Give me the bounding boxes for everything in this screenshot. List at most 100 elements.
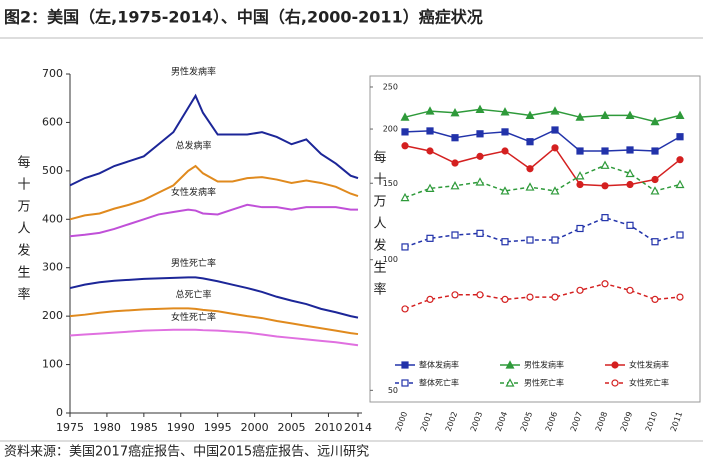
x-tick-label: 1980 <box>93 421 121 434</box>
series-line <box>404 164 681 199</box>
series-line <box>69 328 359 347</box>
y-tick-label: 250 <box>383 82 398 91</box>
marker <box>676 156 684 164</box>
series-line <box>404 283 681 310</box>
marker <box>476 291 484 299</box>
x-tick-label: 2004 <box>494 410 509 432</box>
marker <box>576 286 584 294</box>
marker <box>426 295 434 304</box>
marker <box>475 104 485 113</box>
marker <box>451 231 459 239</box>
marker <box>401 142 409 150</box>
marker <box>401 128 409 136</box>
y-tick-label: 500 <box>42 164 63 177</box>
legend-label: 整体死亡率 <box>419 378 459 388</box>
marker <box>676 231 684 239</box>
marker <box>551 144 559 152</box>
marker <box>451 159 459 167</box>
marker <box>451 134 459 142</box>
series-label: 总死亡率 <box>176 288 212 300</box>
marker <box>601 147 609 155</box>
marker <box>476 229 484 237</box>
marker <box>676 293 684 301</box>
marker <box>651 175 659 184</box>
marker <box>651 238 659 246</box>
x-tick-label: 2000 <box>394 410 409 432</box>
y-tick-label: 200 <box>42 309 63 322</box>
marker <box>576 147 584 155</box>
x-tick-label: 2011 <box>669 410 684 432</box>
legend-label: 女性发病率 <box>629 360 669 370</box>
marker <box>601 214 609 222</box>
marker <box>475 177 485 186</box>
x-tick-label: 2000 <box>241 421 269 434</box>
marker <box>626 286 634 294</box>
y-tick-label: 700 <box>42 67 63 80</box>
x-tick-label: 2014 <box>344 421 372 434</box>
y-tick-label: 100 <box>42 358 63 371</box>
series-label: 女性死亡率 <box>171 311 216 323</box>
legend-marker <box>611 361 619 369</box>
marker <box>675 179 685 189</box>
marker <box>550 106 560 115</box>
marker <box>625 168 635 178</box>
marker <box>625 110 635 120</box>
marker <box>400 192 410 202</box>
marker <box>550 186 560 195</box>
marker <box>401 305 409 313</box>
legend-marker <box>401 361 409 369</box>
marker <box>601 182 609 190</box>
marker <box>501 238 509 246</box>
legend-marker <box>505 360 515 369</box>
marker <box>676 133 684 141</box>
x-tick-label: 2005 <box>519 410 534 432</box>
marker <box>600 110 610 120</box>
marker <box>526 293 534 301</box>
right-frame <box>369 75 701 403</box>
series-line <box>69 164 359 221</box>
marker <box>576 180 584 189</box>
x-tick-label: 2001 <box>419 410 434 432</box>
marker <box>575 112 585 121</box>
marker <box>476 130 484 138</box>
series-line <box>69 276 359 319</box>
legend-marker <box>401 379 409 387</box>
y-tick-label: 300 <box>42 261 63 274</box>
marker <box>551 293 559 301</box>
x-tick-label: 2008 <box>594 410 609 432</box>
marker <box>600 160 610 169</box>
marker <box>675 110 685 120</box>
legend-marker <box>505 378 515 387</box>
marker <box>425 106 435 115</box>
legend-marker <box>611 379 619 387</box>
marker <box>551 126 559 134</box>
series-label: 女性发病率 <box>171 186 216 198</box>
x-tick-label: 1985 <box>130 421 158 434</box>
marker <box>576 224 584 233</box>
series-line <box>404 129 681 152</box>
legend-label: 男性死亡率 <box>524 378 564 388</box>
marker <box>626 146 634 154</box>
x-tick-label: 1990 <box>167 421 195 434</box>
x-tick-label: 2002 <box>444 410 459 432</box>
y-tick-label: 0 <box>56 406 63 419</box>
legend-label: 整体发病率 <box>419 360 459 370</box>
marker <box>526 236 534 244</box>
y-tick-label: 600 <box>42 115 63 128</box>
marker <box>626 180 634 189</box>
marker <box>501 128 509 136</box>
legend-label: 女性死亡率 <box>629 378 669 388</box>
marker <box>651 295 659 304</box>
marker <box>551 236 559 244</box>
marker <box>450 108 460 117</box>
series-label: 男性发病率 <box>171 65 216 77</box>
marker <box>650 116 660 126</box>
marker <box>500 107 510 116</box>
marker <box>425 183 435 192</box>
marker <box>651 147 659 155</box>
marker <box>525 110 535 120</box>
source-note: 资料来源：美国2017癌症报告、中国2015癌症报告、远川研究 <box>4 444 369 460</box>
series-line <box>69 93 359 187</box>
x-tick-label: 2010 <box>644 410 659 432</box>
x-tick-label: 2005 <box>278 421 306 434</box>
